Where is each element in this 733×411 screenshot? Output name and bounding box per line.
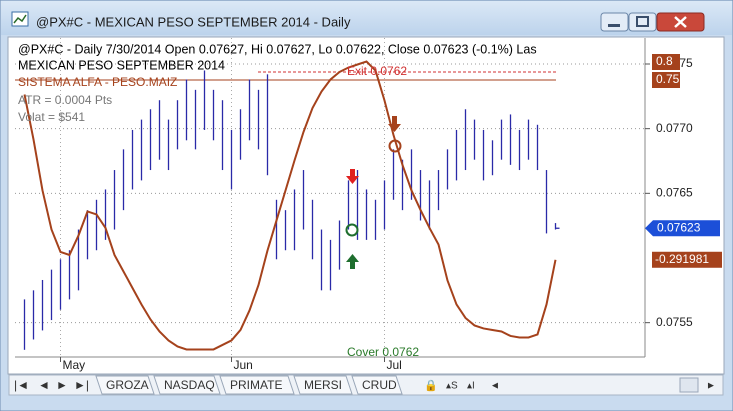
minimize-glyph [608,24,620,27]
y-tick-label: 0.0765 [656,185,693,199]
quote-header: @PX#C - Daily 7/30/2014 Open 0.07627, Hi… [18,42,537,56]
tab-label: MERSI [304,378,342,392]
level-label: 0.75 [656,72,680,86]
tab[interactable] [95,375,155,395]
scroll-thumb[interactable] [679,377,699,393]
maximize-glyph [636,16,649,27]
minimize-button[interactable] [600,12,629,32]
chart-title: MEXICAN PESO SEPTEMBER 2014 [18,58,225,72]
window-title: @PX#C - MEXICAN PESO SEPTEMBER 2014 - Da… [36,14,351,29]
buy-arrow [346,254,359,269]
oscillator-label: -0.291981 [655,252,709,266]
scroll-right[interactable]: ► [706,381,716,392]
close-label-box [645,220,720,237]
strategy-label: SISTEMA ALFA - PESO.MAIZ [18,75,177,89]
level-label-box [652,54,680,70]
scroll-left[interactable]: ◄ [490,381,500,392]
cover-annotation: Cover 0.0762 [347,345,419,359]
atr-label: ATR = 0.0004 Pts [18,93,112,107]
tab[interactable] [219,375,295,395]
exit-arrow [388,116,401,132]
plot-area [15,38,645,357]
nav-last[interactable]: ►| [74,378,89,392]
tab-label: GROZA [106,378,149,392]
sell-arrow [346,169,359,184]
tabs: GROZA NASDAQ PRIMATE MERSI CRUD [95,375,403,395]
x-tick-label: Jun [234,358,253,372]
volat-label: Volat = $541 [18,110,85,124]
exit-annotation: Exit 0.0762 [347,64,407,78]
tab[interactable] [153,375,221,395]
maximize-button[interactable] [628,12,657,32]
cover-marker [345,223,359,237]
y-tick-label: 0.0770 [656,121,693,135]
close-glyph [674,16,687,28]
tab-label: CRUD [362,378,397,392]
close-label: 0.07623 [657,220,701,234]
oscillator-line [23,60,557,351]
oscillator-label-box [652,251,722,268]
tab[interactable] [351,375,403,395]
y-tick-label: 0.0755 [656,315,693,329]
lock-button[interactable]: 🔒 [424,379,438,392]
tab-label: NASDAQ [164,378,215,392]
tab[interactable] [293,375,353,395]
scale-i-button[interactable]: ▴I [467,381,475,392]
level-label: 0.8 [656,54,673,68]
app-icon-glyph [13,14,27,24]
nav-next[interactable]: ► [56,378,68,392]
tab-label: PRIMATE [230,378,282,392]
nav-first[interactable]: |◄ [14,378,29,392]
scale-s-button[interactable]: ▴S [446,381,458,392]
x-tick-label: Jul [387,358,402,372]
exit-marker [388,139,402,153]
nav-prev[interactable]: ◄ [38,378,50,392]
level-label-box [652,72,680,88]
x-tick-label: May [63,358,86,372]
